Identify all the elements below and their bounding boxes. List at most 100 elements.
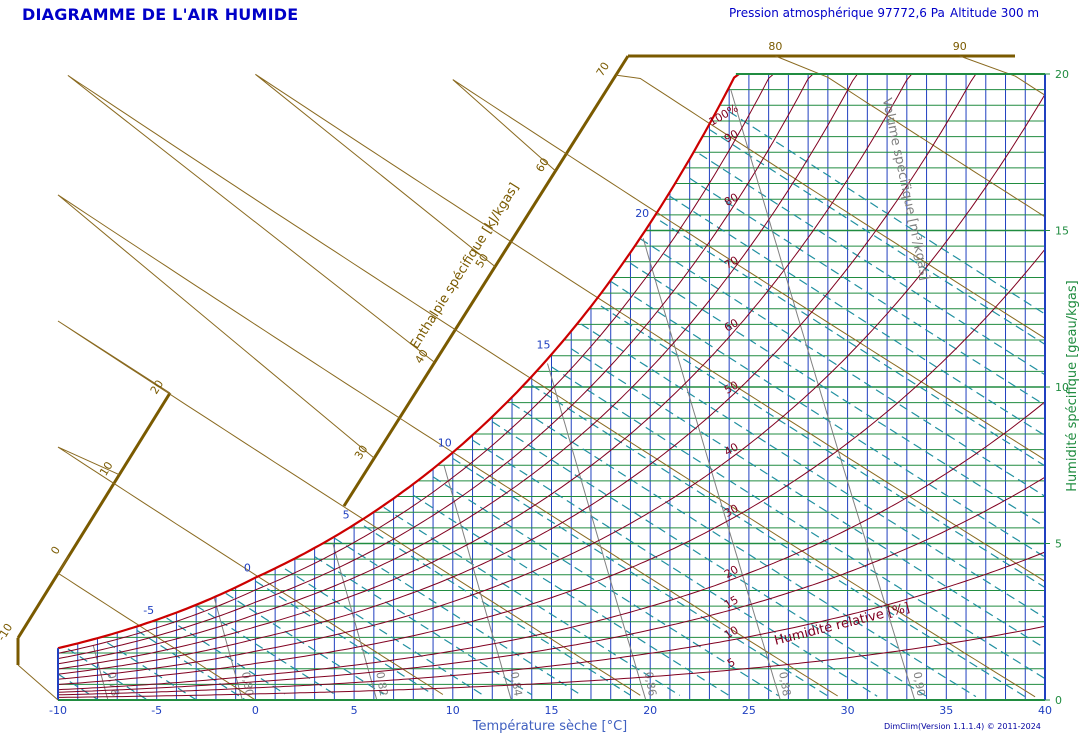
x-tick-label: 10	[446, 704, 460, 717]
relative-humidity-label: 30	[722, 502, 741, 520]
relative-humidity-label: 20	[722, 563, 741, 581]
specific-volume-label: 0,86	[642, 671, 659, 697]
wet-bulb-line	[639, 238, 1046, 497]
wet-bulb-line	[709, 128, 1046, 345]
enthalpy-axis-title: Enthalpie spécifique [kJ/kgas]	[408, 181, 523, 352]
wet-bulb-line	[600, 305, 1046, 589]
wet-bulb-line	[432, 476, 779, 697]
relative-humidity-label: 15	[722, 593, 741, 611]
specific-volume-label: 0,90	[910, 671, 927, 697]
x-axis-title: Température sèche [°C]	[472, 719, 628, 734]
x-tick-label: 30	[841, 704, 855, 717]
enthalpy-scale-label: 20	[148, 378, 166, 397]
wet-bulb-line	[669, 195, 1046, 437]
x-tick-label: 5	[351, 704, 358, 717]
wet-bulb-label: 10	[438, 436, 452, 449]
y-tick-label: 10	[1055, 381, 1069, 394]
wet-bulb-label: 20	[635, 207, 649, 220]
relative-humidity-label: 40	[722, 440, 741, 458]
wet-bulb-line	[491, 421, 927, 697]
enthalpy-scale-label: 30	[352, 443, 370, 462]
relative-humidity-label: 90	[722, 127, 741, 145]
wet-bulb-label: 15	[537, 338, 551, 351]
wet-bulb-line	[472, 439, 878, 697]
wet-bulb-line	[511, 402, 977, 698]
enthalpy-scale-label: 70	[594, 60, 612, 79]
relative-humidity-label: 10	[722, 624, 741, 642]
enthalpy-scale-label: 10	[97, 459, 115, 478]
x-tick-label: 40	[1038, 704, 1052, 717]
enthalpy-line	[452, 79, 1046, 461]
enthalpy-line	[67, 74, 1036, 698]
relative-humidity-curve	[57, 248, 1046, 685]
enthalpy-line	[615, 74, 1046, 339]
saturation-curve	[57, 73, 740, 650]
relative-humidity-label: 5	[725, 655, 738, 670]
relative-humidity-label: 50	[722, 378, 741, 396]
relative-humidity-curve	[57, 73, 977, 675]
wet-bulb-line	[225, 592, 385, 695]
specific-volume-line	[730, 89, 916, 701]
wet-bulb-line	[630, 262, 1046, 528]
relative-humidity-curve	[57, 401, 1046, 691]
enthalpy-scale-label: 0	[48, 544, 63, 557]
relative-humidity-curve	[57, 73, 913, 670]
x-tick-label: 25	[742, 704, 756, 717]
y-tick-label: 0	[1055, 694, 1062, 707]
specific-volume-label: 0,82	[373, 671, 390, 697]
wet-bulb-line	[412, 494, 730, 697]
x-tick-label: 35	[939, 704, 953, 717]
enthalpy-line	[57, 446, 444, 695]
y-axis-title: Humidité spécifique [geau/kgas]	[1065, 280, 1080, 491]
specific-volume-line	[332, 543, 378, 701]
specific-volume-line	[443, 465, 512, 701]
relative-humidity-curve	[57, 476, 1046, 693]
wet-bulb-label: -5	[143, 604, 154, 617]
chart-title: DIAGRAMME DE L'AIR HUMIDE	[22, 5, 299, 24]
enthalpy-scale-label: 40	[412, 347, 430, 366]
relative-humidity-label: 60	[722, 316, 741, 334]
wet-bulb-line	[531, 384, 1026, 698]
specific-volume-label: 0,88	[776, 671, 793, 697]
enthalpy-scale-mid	[342, 55, 630, 507]
specific-volume-line	[547, 363, 647, 701]
wet-bulb-label: 0	[244, 562, 251, 575]
specific-volume-line	[92, 645, 109, 701]
wet-bulb-line	[334, 537, 582, 696]
relative-humidity-curve	[57, 551, 1046, 696]
wet-bulb-line	[255, 580, 434, 696]
enthalpy-line	[775, 55, 1046, 218]
enthalpy-scale-label: -10	[0, 621, 15, 643]
relative-humidity-curve	[57, 73, 774, 654]
relative-humidity-curve	[57, 73, 858, 665]
x-tick-label: -5	[151, 704, 162, 717]
relative-humidity-curve	[58, 625, 1046, 698]
version-credit: DimClim(Version 1.1.1.4) © 2011-2024	[884, 722, 1041, 731]
enthalpy-line	[57, 320, 641, 696]
x-tick-label: 15	[545, 704, 559, 717]
wet-bulb-line	[580, 323, 1046, 619]
enthalpy-line	[959, 55, 1046, 96]
rh-axis-title: Humidité relative [%]	[773, 601, 912, 649]
enthalpy-line	[255, 73, 1046, 582]
y-tick-label: 15	[1055, 225, 1069, 238]
enthalpy-line	[17, 664, 59, 701]
y-tick-label: 5	[1055, 538, 1062, 551]
x-tick-label: -10	[49, 704, 67, 717]
wet-bulb-line	[136, 629, 246, 701]
enthalpy-scale-label: 60	[533, 156, 551, 175]
wet-bulb-line	[699, 153, 1046, 376]
wet-bulb-line	[610, 280, 1046, 558]
wet-bulb-line	[659, 220, 1046, 467]
enthalpy-scale-label: 80	[768, 40, 782, 53]
pressure-readout: Pression atmosphérique 97772,6 Pa	[729, 6, 945, 20]
wet-bulb-line	[452, 457, 829, 697]
specific-volume-label: 0,84	[508, 671, 525, 697]
enthalpy-scale-left	[16, 392, 172, 639]
wet-bulb-line	[570, 348, 1046, 649]
wet-bulb-line	[689, 177, 1046, 406]
altitude-readout: Altitude 300 m	[950, 6, 1040, 20]
enthalpy-scale-label: 90	[953, 40, 967, 53]
relative-humidity-curve	[57, 94, 1046, 680]
